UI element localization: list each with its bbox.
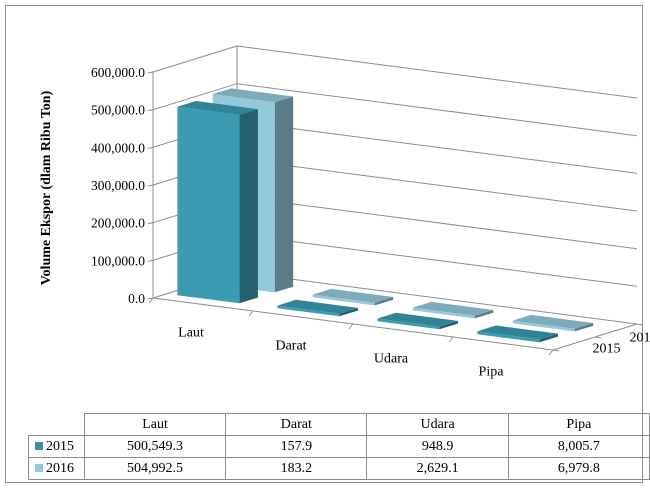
table-cell: 500,549.3 <box>83 435 227 458</box>
bar-top <box>312 288 394 303</box>
chart-plot: 0.0 100,000.0 200,000.0 300,000.0 400,000.0 5… <box>39 45 650 380</box>
y-tick-label: 400,000.0 <box>91 140 145 155</box>
series-name-2016: 2016 <box>46 460 74 476</box>
y-tick-mark <box>147 71 154 74</box>
y-tick-label: 500,000.0 <box>91 103 145 118</box>
table-cell: 8,005.7 <box>507 435 650 458</box>
bar-side <box>474 310 494 319</box>
category-label-laut: Laut <box>178 326 204 341</box>
table-row-2016: 2016 504,992.5 183.2 2,629.1 6,979.8 <box>28 457 650 480</box>
bar-top <box>212 88 294 103</box>
table-header-row: Laut Darat Udara Pipa <box>28 413 650 436</box>
y-tick-label: 100,000.0 <box>91 253 145 268</box>
y-tick-label: 200,000.0 <box>91 216 145 231</box>
table-cell: 504,992.5 <box>83 457 227 480</box>
x-tick-mark <box>248 310 254 317</box>
depth-tick-mark <box>552 349 560 352</box>
depth-label-2016: 2016 <box>629 330 650 345</box>
y-axis-title: Volume Ekspor (dlam Ribu Ton) <box>39 90 54 285</box>
depth-label-2015: 2015 <box>593 342 621 357</box>
table-cell: 6,979.8 <box>507 457 650 480</box>
x-tick-mark <box>148 297 154 304</box>
x-tick-mark <box>548 349 554 356</box>
table-series-2016: 2016 <box>28 457 85 480</box>
category-label-darat: Darat <box>275 339 306 354</box>
y-tick-label: 300,000.0 <box>91 178 145 193</box>
category-label-udara: Udara <box>374 352 409 367</box>
bar-front <box>177 106 240 304</box>
y-tick-label: 0.0 <box>128 291 145 306</box>
y-tick-mark <box>147 259 154 262</box>
bar-top <box>477 325 558 340</box>
depth-tick-mark <box>636 323 644 326</box>
legend-swatch-2016 <box>35 463 43 472</box>
bar-side <box>574 323 594 332</box>
bar-side <box>439 320 458 330</box>
bar-2015-udara <box>377 312 458 330</box>
legend-swatch-2015 <box>35 441 43 450</box>
table-cell: 157.9 <box>225 435 368 458</box>
x-tick-mark <box>348 323 354 330</box>
x-tick-mark <box>448 336 454 343</box>
table-header-udara: Udara <box>366 413 509 436</box>
table-header-laut: Laut <box>83 413 227 436</box>
depth-tick-mark <box>594 336 602 339</box>
bar-2016-darat <box>312 288 394 306</box>
bar-front <box>377 318 440 330</box>
bar-top <box>177 101 258 115</box>
bar-2016-pipa <box>512 314 594 332</box>
bar-front <box>312 294 375 306</box>
table-cell: 2,629.1 <box>366 457 509 480</box>
table-header-darat: Darat <box>225 413 368 436</box>
bar-front <box>477 331 540 343</box>
bar-front <box>512 320 575 332</box>
table-row-2015: 2015 500,549.3 157.9 948.9 8,005.7 <box>28 435 650 458</box>
y-tick-mark <box>147 146 154 149</box>
table-cell: 183.2 <box>225 457 368 480</box>
y-tick-label: 600,000.0 <box>91 65 145 80</box>
table-series-2015: 2015 <box>28 435 85 458</box>
bar-side <box>274 96 294 293</box>
bar-2015-pipa <box>477 325 558 343</box>
bar-top <box>512 314 594 329</box>
table-cell: 948.9 <box>366 435 509 458</box>
y-tick-mark <box>147 184 154 187</box>
data-table: Laut Darat Udara Pipa 2015 500,549.3 157… <box>28 413 650 480</box>
y-tick-mark <box>147 222 154 225</box>
bar-top <box>377 312 458 327</box>
table-header-pipa: Pipa <box>507 413 650 436</box>
series-name-2015: 2015 <box>46 438 74 454</box>
bar-top <box>277 299 358 314</box>
bar-side <box>239 109 258 304</box>
bar-side <box>539 333 558 343</box>
bar-side <box>339 307 358 317</box>
bar-front <box>277 305 340 317</box>
y-tick-mark <box>147 297 154 300</box>
bar-front <box>412 307 475 319</box>
bar-2015-laut <box>177 101 258 304</box>
bar-2016-udara <box>412 301 494 319</box>
bar-top <box>412 301 494 316</box>
category-label-pipa: Pipa <box>479 365 505 380</box>
table-corner <box>28 413 85 436</box>
bar-2015-darat <box>277 299 358 317</box>
bar-side <box>374 297 394 306</box>
y-tick-mark <box>147 109 154 112</box>
